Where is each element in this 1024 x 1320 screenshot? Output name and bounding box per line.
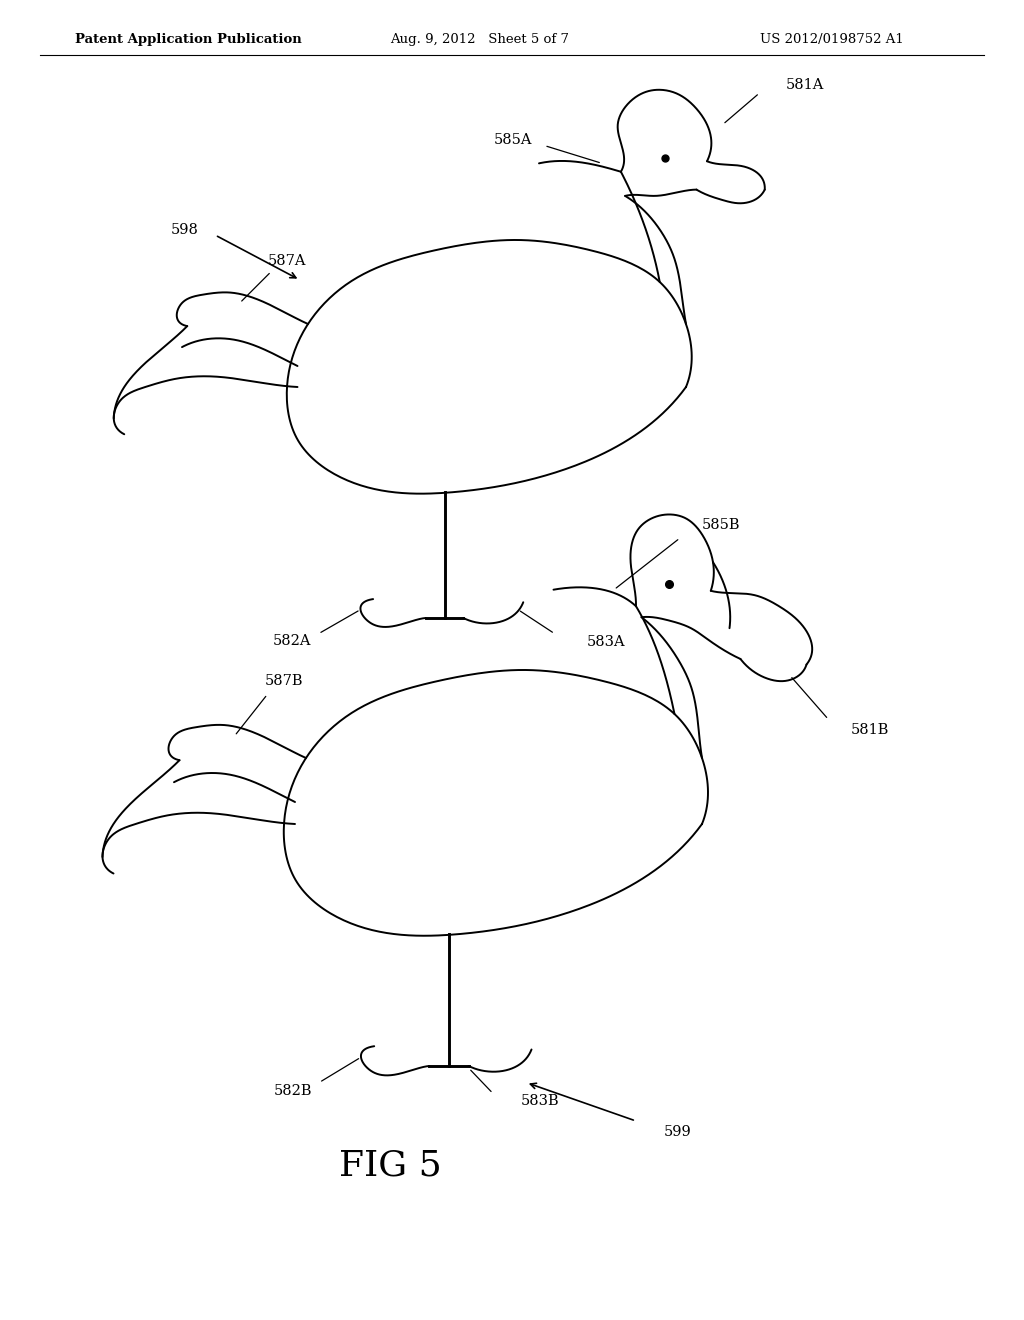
Text: 581B: 581B: [851, 723, 889, 738]
Text: Patent Application Publication: Patent Application Publication: [75, 33, 302, 46]
Text: 598: 598: [171, 223, 199, 238]
Text: 581A: 581A: [785, 78, 824, 91]
Text: 583B: 583B: [520, 1094, 559, 1109]
Text: FIG 5: FIG 5: [339, 1148, 441, 1181]
Text: 585B: 585B: [702, 517, 740, 532]
Text: 582B: 582B: [273, 1084, 312, 1098]
Text: 587A: 587A: [267, 253, 306, 268]
Text: 583A: 583A: [587, 635, 625, 649]
Text: US 2012/0198752 A1: US 2012/0198752 A1: [760, 33, 904, 46]
Text: Aug. 9, 2012   Sheet 5 of 7: Aug. 9, 2012 Sheet 5 of 7: [390, 33, 569, 46]
Text: 599: 599: [664, 1125, 691, 1139]
Text: 582A: 582A: [273, 634, 311, 648]
Text: 585A: 585A: [494, 133, 532, 148]
Text: 587B: 587B: [265, 675, 303, 688]
